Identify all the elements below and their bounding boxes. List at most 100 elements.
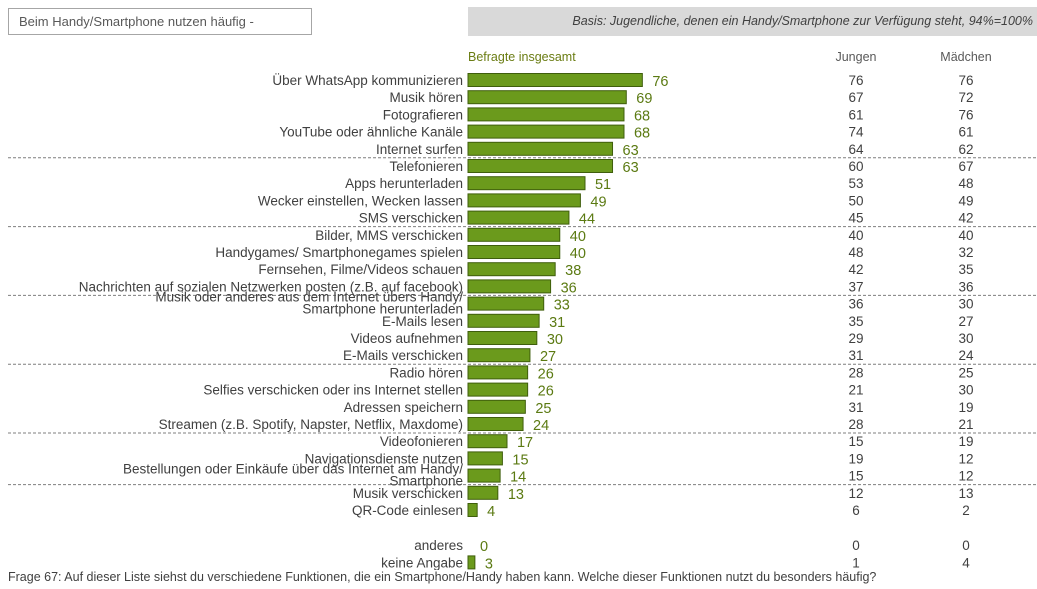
maedchen-value: 40 <box>958 228 973 243</box>
bar <box>467 313 540 328</box>
maedchen-value: 62 <box>958 142 973 157</box>
bar <box>467 434 508 449</box>
bar <box>467 73 643 87</box>
maedchen-value: 72 <box>958 90 973 105</box>
maedchen-value: 30 <box>958 331 973 346</box>
bar <box>467 503 478 517</box>
jungen-value: 74 <box>848 125 864 140</box>
category-label: Musik oder anderes aus dem Internet über… <box>155 290 463 305</box>
category-label: Videofonieren <box>380 434 463 449</box>
maedchen-value: 48 <box>958 176 973 191</box>
jungen-value: 15 <box>848 434 863 449</box>
bar-value-label: 36 <box>561 280 577 296</box>
jungen-value: 48 <box>848 245 863 260</box>
bar-value-label: 14 <box>510 470 526 486</box>
bar-value-label: 24 <box>533 418 549 434</box>
category-label: Wecker einstellen, Wecken lassen <box>258 193 463 208</box>
bar <box>467 90 627 105</box>
bar <box>467 227 561 242</box>
bar-value-label: 30 <box>547 332 563 348</box>
bar-value-label: 27 <box>540 349 556 365</box>
bar-value-label: 40 <box>570 246 586 262</box>
maedchen-value: 12 <box>958 451 973 466</box>
maedchen-value: 21 <box>958 417 973 432</box>
category-label: Telefonieren <box>389 159 463 174</box>
bar <box>467 176 586 191</box>
jungen-value: 53 <box>848 176 863 191</box>
jungen-value: 12 <box>848 486 863 501</box>
category-label: Internet surfen <box>376 142 463 157</box>
column-header-maedchen: Mädchen <box>940 50 991 64</box>
bar <box>467 348 531 363</box>
bar <box>467 124 625 139</box>
jungen-value: 19 <box>848 451 863 466</box>
bar <box>467 468 501 483</box>
bar-value-label: 68 <box>634 108 650 124</box>
jungen-value: 76 <box>848 73 863 88</box>
jungen-value: 42 <box>848 262 863 277</box>
jungen-value: 21 <box>848 383 863 398</box>
maedchen-value: 25 <box>958 365 973 380</box>
maedchen-value: 30 <box>958 383 973 398</box>
bar <box>467 555 476 570</box>
bar-value-label: 38 <box>565 263 581 279</box>
maedchen-value: 27 <box>958 314 973 329</box>
bar-value-label: 49 <box>590 194 606 210</box>
bar <box>467 262 556 277</box>
category-label: Über WhatsApp kommunizieren <box>272 73 463 88</box>
bar <box>467 210 570 225</box>
category-label: Fernsehen, Filme/Videos schauen <box>258 262 463 277</box>
bar-value-label: 0 <box>480 539 488 555</box>
bar <box>467 107 625 122</box>
question-footnote: Frage 67: Auf dieser Liste siehst du ver… <box>8 570 877 584</box>
maedchen-value: 2 <box>962 503 970 518</box>
maedchen-value: 61 <box>958 125 973 140</box>
jungen-value: 60 <box>848 159 863 174</box>
jungen-value: 29 <box>848 331 863 346</box>
maedchen-value: 19 <box>958 434 973 449</box>
jungen-value: 50 <box>848 193 863 208</box>
maedchen-value: 67 <box>958 159 973 174</box>
bar <box>467 485 499 500</box>
bar-value-label: 51 <box>595 177 611 193</box>
jungen-value: 31 <box>848 348 863 363</box>
maedchen-value: 12 <box>958 469 973 484</box>
basis-note: Basis: Jugendliche, denen ein Handy/Smar… <box>468 7 1037 36</box>
column-header-jungen: Jungen <box>835 50 876 64</box>
category-label: Streamen (z.B. Spotify, Napster, Netflix… <box>159 417 463 432</box>
bar-value-label: 33 <box>554 298 570 314</box>
jungen-value: 28 <box>848 417 863 432</box>
category-label: Fotografieren <box>383 107 463 122</box>
maedchen-value: 32 <box>958 245 973 260</box>
bar-value-label: 44 <box>579 212 595 228</box>
bar-value-label: 31 <box>549 315 565 331</box>
jungen-value: 31 <box>848 400 863 415</box>
category-label: Selfies verschicken oder ins Internet st… <box>203 383 463 398</box>
maedchen-value: 0 <box>962 538 970 553</box>
bar-value-label: 26 <box>538 366 554 382</box>
bar <box>467 382 529 397</box>
bar <box>467 279 552 294</box>
category-label: anderes <box>414 538 463 553</box>
jungen-value: 64 <box>848 142 864 157</box>
category-label: Bestellungen oder Einkäufe über das Inte… <box>123 462 463 477</box>
category-label: Musik verschicken <box>353 486 463 501</box>
category-label: E-Mails lesen <box>382 314 463 329</box>
bar <box>467 365 529 380</box>
jungen-value: 45 <box>848 211 863 226</box>
maedchen-value: 42 <box>958 211 973 226</box>
bar <box>467 159 614 173</box>
maedchen-value: 35 <box>958 262 973 277</box>
bar-value-label: 68 <box>634 126 650 142</box>
jungen-value: 1 <box>852 555 860 570</box>
maedchen-value: 24 <box>958 348 974 363</box>
maedchen-value: 4 <box>962 555 970 570</box>
bar-value-label: 26 <box>538 384 554 400</box>
jungen-value: 61 <box>848 107 863 122</box>
jungen-value: 40 <box>848 228 863 243</box>
jungen-value: 6 <box>852 503 860 518</box>
maedchen-value: 49 <box>958 193 973 208</box>
maedchen-value: 76 <box>958 107 973 122</box>
category-label: YouTube oder ähnliche Kanäle <box>279 125 463 140</box>
bar-value-label: 63 <box>623 160 639 176</box>
